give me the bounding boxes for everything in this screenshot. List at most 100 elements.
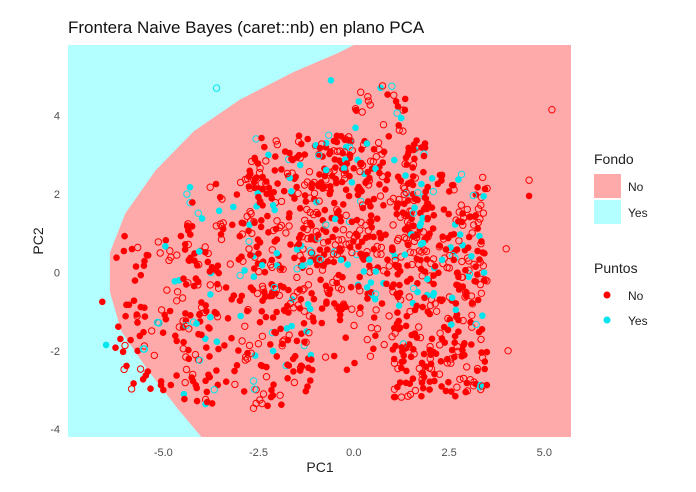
data-point-no [352, 106, 360, 114]
data-point-no [376, 192, 385, 200]
data-point-no [411, 306, 419, 314]
data-point-no [439, 233, 447, 240]
data-point-no [295, 240, 303, 248]
data-point-no [256, 318, 264, 326]
data-point-no [271, 328, 278, 336]
data-point-no [342, 334, 350, 342]
data-point-yes [418, 180, 425, 188]
data-point-no [417, 209, 424, 217]
data-point-no [479, 209, 488, 217]
data-point-no [356, 309, 364, 317]
data-point-no [479, 173, 487, 182]
data-point-no [342, 211, 350, 220]
data-point-no [418, 272, 426, 280]
data-point-no [436, 341, 444, 349]
data-point-no [184, 220, 192, 228]
data-point-yes [401, 251, 409, 258]
data-point-no [377, 250, 385, 259]
data-point-no [198, 331, 205, 339]
data-point-no [272, 153, 279, 160]
data-point-no [410, 237, 419, 246]
data-point-no [203, 307, 210, 315]
data-point-no [278, 401, 285, 409]
legend-fondo-no-label: No [628, 180, 644, 194]
data-point-yes [102, 341, 110, 349]
data-point-no [272, 225, 280, 233]
data-point-no [468, 341, 475, 348]
data-point-yes [395, 302, 403, 309]
data-point-no [459, 221, 467, 229]
data-point-no [134, 347, 141, 355]
data-point-no [310, 318, 317, 325]
data-point-no [370, 245, 378, 253]
data-point-yes [479, 312, 486, 320]
data-point-no [398, 358, 406, 366]
data-point-no [400, 233, 409, 242]
data-point-no [396, 281, 403, 289]
data-point-yes [414, 288, 421, 296]
data-point-no [321, 353, 330, 361]
data-point-no [251, 184, 258, 192]
data-point-yes [365, 256, 373, 263]
data-point-no [420, 152, 428, 160]
data-point-no [189, 377, 197, 385]
data-point-no [282, 229, 290, 237]
data-point-no [157, 381, 165, 389]
data-point-yes [452, 306, 460, 314]
data-point-no [247, 349, 255, 357]
data-point-no [139, 376, 147, 383]
data-point-no [307, 356, 315, 364]
data-point-no [393, 290, 400, 298]
data-point-yes [419, 239, 427, 247]
data-point-no [476, 256, 483, 263]
data-point-no [442, 246, 450, 253]
data-point-no [258, 332, 267, 340]
data-point-no [295, 132, 303, 139]
data-point-no [238, 219, 246, 227]
data-point-no [436, 171, 444, 179]
data-point-no [290, 368, 297, 375]
data-point-no [293, 337, 301, 345]
data-point-no [396, 267, 404, 275]
data-point-no [286, 299, 295, 308]
data-point-no [274, 180, 281, 187]
data-point-no [127, 385, 136, 393]
data-point-no [267, 393, 275, 401]
data-point-no [162, 237, 170, 244]
data-point-no [136, 365, 145, 373]
data-point-yes [367, 279, 375, 286]
data-point-no [330, 137, 338, 145]
data-point-no [348, 248, 356, 257]
data-point-no [206, 183, 214, 191]
data-point-yes [360, 268, 368, 275]
data-point-no [421, 194, 429, 201]
data-point-yes [340, 165, 348, 172]
data-point-no [301, 338, 308, 346]
data-point-yes [288, 188, 295, 195]
data-point-no [405, 343, 413, 351]
data-point-no [304, 281, 313, 289]
data-point-no [230, 292, 238, 299]
data-point-no [316, 171, 323, 178]
data-point-no [443, 263, 451, 272]
data-point-no [159, 329, 167, 337]
data-point-no [318, 266, 327, 274]
data-point-no [456, 375, 464, 383]
data-point-no [255, 250, 262, 257]
data-point-no [262, 157, 270, 165]
data-point-no [370, 345, 377, 353]
data-point-no [483, 277, 491, 285]
data-point-no [457, 201, 465, 209]
data-point-no [218, 223, 226, 231]
data-point-yes [355, 98, 363, 105]
data-point-no [177, 232, 185, 240]
data-point-no [329, 233, 336, 241]
data-point-no [251, 265, 258, 272]
data-point-no [291, 195, 298, 202]
data-point-no [238, 337, 246, 345]
data-point-no [339, 300, 348, 308]
data-point-no [336, 311, 344, 319]
data-point-yes [424, 275, 431, 283]
data-point-no [324, 246, 331, 253]
data-point-no [257, 223, 265, 231]
